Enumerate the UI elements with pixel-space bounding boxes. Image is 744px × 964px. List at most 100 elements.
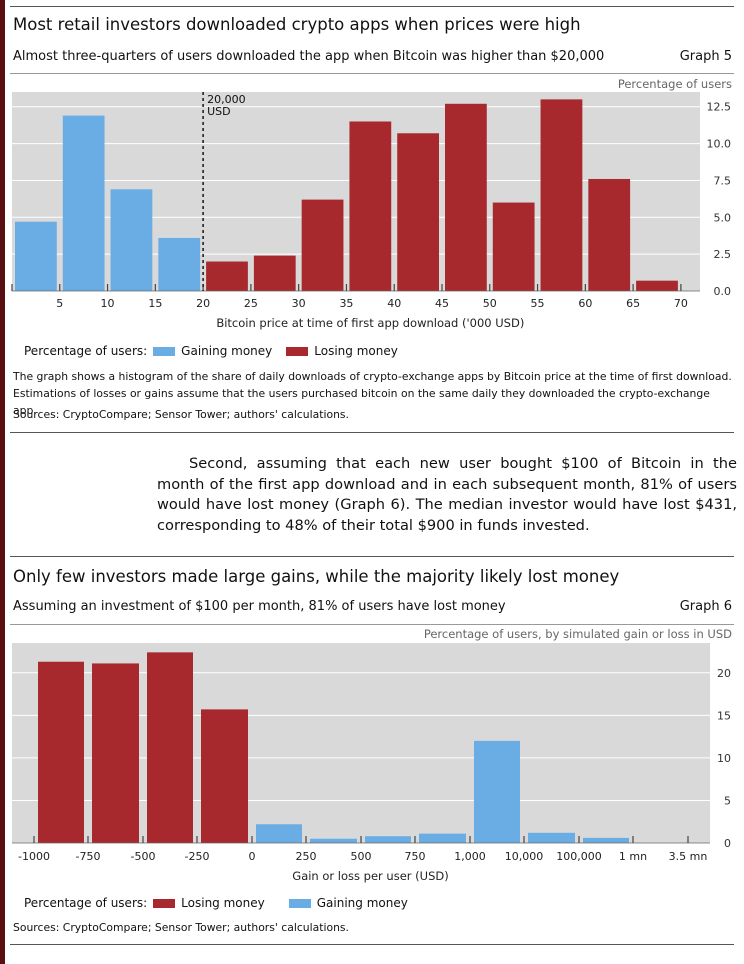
graph6-subtitle: Assuming an investment of $100 per month… (13, 599, 506, 614)
graph5-x-tick-label: 60 (578, 297, 592, 310)
graph5-bar (110, 189, 153, 291)
graph5-y-tick-label: 12.5 (707, 101, 732, 114)
graph5-chart: 0.0 2.5 5.0 7.5 10.0 12.5 5 10 15 20 25 30 35 40 45 50 5… (11, 92, 732, 330)
graph6-x-tick-label: 250 (296, 850, 317, 863)
graph6-top-rule (10, 556, 734, 557)
graph5-x-tick-label: 35 (339, 297, 353, 310)
graph6-legend-gaining: Gaining money (316, 896, 408, 910)
graph6-x-tick-label: -1000 (18, 850, 50, 863)
graph6-bar (583, 837, 629, 843)
graph5-x-tick-label: 50 (483, 297, 497, 310)
graph6-title: Only few investors made large gains, whi… (13, 567, 620, 586)
graph6-bar (38, 661, 84, 843)
graph5-bar (253, 255, 296, 291)
graph6-sources: Sources: CryptoCompare; Sensor Tower; au… (13, 921, 349, 934)
graph5-note: The graph shows a histogram of the share… (13, 370, 732, 417)
graph6-bar (201, 709, 248, 843)
graph5-x-tick-label: 25 (244, 297, 258, 310)
graph5-y-tick-label: 10.0 (707, 138, 732, 151)
graph6-x-tick-label: 100,000 (556, 850, 602, 863)
graph5-x-tick-label: 70 (674, 297, 688, 310)
graph6-y-tick-label: 10 (717, 752, 731, 765)
graph5-bar (15, 221, 57, 291)
graph5-top-rule (10, 6, 734, 7)
graph5-bar (158, 237, 201, 291)
graph6-x-tick-label: 10,000 (505, 850, 544, 863)
graph6-y-tick-label: 15 (717, 709, 731, 722)
page-edge-bar (0, 0, 5, 964)
graph6-x-tick-label: 1,000 (454, 850, 486, 863)
graph6-bar (474, 740, 520, 843)
graph6-y-tick-label: 0 (724, 837, 731, 850)
graph6-legend-gaining-swatch (288, 898, 311, 908)
graph6-x-tick-label: -500 (131, 850, 156, 863)
graph5-bar (588, 178, 631, 291)
graph6-bar (419, 833, 466, 843)
graph5-header-rule (10, 73, 734, 74)
graph6-x-tick-label: 750 (405, 850, 426, 863)
graph5-bottom-rule (10, 432, 734, 433)
graph5-title: Most retail investors downloaded crypto … (13, 15, 581, 34)
graph5-x-tick-label: 20 (196, 297, 210, 310)
graph5-legend-prefix: Percentage of users: (24, 344, 148, 358)
graph6-bar (528, 832, 575, 843)
graph6-y-tick-label: 5 (724, 794, 731, 807)
graph6-x-tick-label: 500 (351, 850, 372, 863)
graph6-x-tick-label: 0 (249, 850, 256, 863)
graph5-x-tick-label: 40 (387, 297, 401, 310)
graph5-x-axis-title: Bitcoin price at time of first app downl… (216, 316, 524, 330)
graph6-bar (147, 652, 193, 843)
graph5-legend-gaining: Gaining money (181, 344, 273, 358)
body-paragraph: Second, assuming that each new user boug… (157, 455, 737, 534)
graph6-x-tick-label: -750 (76, 850, 101, 863)
graph6-label: Graph 6 (679, 599, 732, 614)
graph5-y-tick-label: 0.0 (714, 285, 732, 298)
graph5-sources: Sources: CryptoCompare; Sensor Tower; au… (13, 408, 349, 421)
graph6-y-tick-label: 20 (717, 667, 731, 680)
graph6-y-axis-label: Percentage of users, by simulated gain o… (423, 627, 732, 641)
graph5-annotation-line2: USD (207, 105, 231, 118)
graph5-bar (540, 99, 583, 292)
graph5-legend-losing: Losing money (314, 344, 398, 358)
graph5-x-tick-label: 45 (435, 297, 449, 310)
graph5-y-tick-label: 7.5 (714, 174, 732, 187)
graph6-legend-prefix: Percentage of users: (24, 896, 148, 910)
graph5-bar (62, 115, 105, 292)
graph6-header-rule (10, 624, 734, 625)
graph5-legend: Percentage of users: Gaining money Losin… (24, 344, 398, 358)
graph6-bar (310, 838, 357, 843)
graph6-legend-losing: Losing money (181, 896, 265, 910)
graph5-x-tick-label: 10 (101, 297, 115, 310)
graph5-y-tick-label: 2.5 (714, 248, 732, 261)
graph5-bar (492, 202, 535, 291)
graph5-x-tick-label: 15 (148, 297, 162, 310)
graph6-legend: Percentage of users: Losing money Gainin… (24, 896, 408, 910)
graph5-y-axis-label: Percentage of users (617, 77, 732, 91)
graph5-bar (301, 199, 344, 291)
graph5-y-tick-label: 5.0 (714, 211, 732, 224)
graph6-x-tick-label: -250 (185, 850, 210, 863)
graph6-x-axis-title: Gain or loss per user (USD) (292, 869, 448, 883)
graph6-x-tick-label: 3.5 mn (669, 850, 708, 863)
graph5-subtitle: Almost three-quarters of users downloade… (13, 49, 605, 64)
graph6-x-tick-label: 1 mn (619, 850, 647, 863)
graph6-bar (92, 663, 139, 843)
graph5-bar (445, 103, 487, 291)
graph5-x-tick-label: 55 (531, 297, 545, 310)
graph5-legend-gaining-swatch (153, 346, 176, 356)
graph5-annotation-line1: 20,000 (207, 93, 246, 106)
graph5-bar (636, 280, 678, 291)
graph6-bottom-rule (10, 944, 734, 945)
graph5-x-tick-label: 65 (626, 297, 640, 310)
graph5-bar (349, 121, 392, 292)
graph5-legend-losing-swatch (286, 346, 309, 356)
graph5-bar (206, 261, 248, 291)
graph5-x-tick-label: 5 (56, 297, 63, 310)
graph5-bar (397, 133, 439, 291)
graph6-legend-losing-swatch (153, 898, 176, 908)
graph5-x-tick-label: 30 (292, 297, 306, 310)
graph6-bar (256, 824, 302, 843)
graph5-label: Graph 5 (679, 49, 732, 64)
graph6-bar (365, 836, 411, 843)
